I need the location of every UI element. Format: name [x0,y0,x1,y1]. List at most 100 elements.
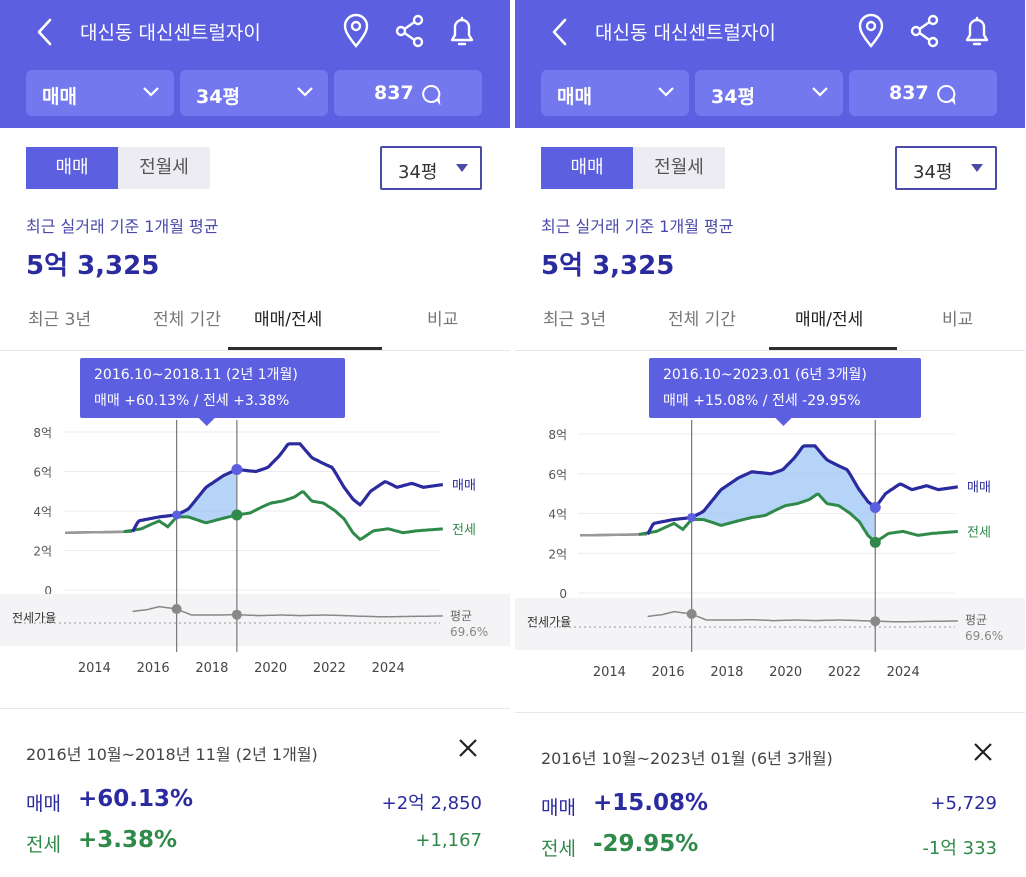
caret-down-icon [456,164,468,172]
app-header: 대신동 대신센트럴자이 매매 34평 837 [0,0,510,128]
tooltip-pointer [775,418,792,426]
tab-compare[interactable]: 비교 [427,310,459,330]
area-dropdown[interactable]: 34평 [695,70,843,116]
page-title: 대신동 대신센트럴자이 [80,22,261,44]
selection-range: 2016년 10월~2023년 01월 (6년 3개월) [541,749,833,768]
ratio-avg-value: 69.6% [450,625,488,639]
share-icon[interactable] [908,12,940,50]
ratio-start-marker [171,604,182,614]
tab-sale-jeonse[interactable]: 매매/전세 [254,310,323,330]
back-arrow-icon[interactable] [30,14,60,50]
selection-fill-area [176,469,237,523]
price-caption: 최근 실거래 기준 1개월 평균 [26,217,219,236]
jeonse-label: 전세 [541,838,576,860]
comment-count: 837 [889,82,929,104]
jeonse-end-marker [869,536,881,548]
segment-rent[interactable]: 전월세 [139,157,189,178]
jeonse-series-label: 전세 [967,525,991,540]
bell-icon[interactable] [446,12,478,50]
trade-type-dropdown[interactable]: 매매 [541,70,689,116]
segment-sale[interactable]: 매매 [541,147,633,189]
tab-compare[interactable]: 비교 [942,310,974,330]
chevron-down-icon [658,87,674,97]
share-icon[interactable] [393,12,425,50]
sale-line [131,442,444,533]
trade-type-value: 매매 [557,86,592,108]
jeonse-change-pct: -29.95% [593,831,699,857]
area-value: 34평 [196,86,240,108]
location-pin-icon[interactable] [340,12,372,50]
comment-bubble-icon [422,85,441,105]
ratio-strip [0,594,510,646]
x-tick-label: 2020 [254,661,287,676]
comments-button[interactable]: 837 [849,70,997,116]
sale-series-label: 매매 [967,481,991,496]
selection-summary: 2016년 10월~2023년 01월 (6년 3개월) 매매 +15.08% … [515,712,1025,877]
ratio-avg-label: 평균 [965,613,987,627]
sale-start-marker [687,512,697,522]
ratio-avg-value: 69.6% [965,629,1003,643]
y-tick-label: 0 [44,584,52,598]
ratio-line [132,605,443,618]
y-tick-label: 4억 [548,508,567,522]
sale-change-amount: +5,729 [930,793,997,814]
comment-bubble-icon [937,85,956,105]
x-tick-label: 2014 [593,665,626,680]
ratio-avg-label: 평균 [450,609,472,623]
segment-rent[interactable]: 전월세 [654,157,704,178]
page-title: 대신동 대신센트럴자이 [595,22,776,44]
back-arrow-icon[interactable] [545,14,575,50]
jeonse-label: 전세 [26,834,61,856]
bell-icon[interactable] [961,12,993,50]
area-value: 34평 [711,86,755,108]
y-tick-label: 6억 [548,468,567,482]
jeonse-change-amount: -1억 333 [922,838,997,859]
comment-count: 837 [374,82,414,104]
close-icon[interactable] [972,741,994,763]
area-dropdown[interactable]: 34평 [180,70,328,116]
tab-sale-jeonse[interactable]: 매매/전세 [795,310,864,330]
sale-change-pct: +15.08% [593,790,709,816]
area-select-value: 34평 [913,162,953,183]
jeonse-change-pct: +3.38% [78,827,178,853]
y-tick-label: 2억 [548,547,567,561]
x-tick-label: 2020 [769,665,802,680]
sale-end-marker [231,464,243,476]
average-price: 5억 3,325 [541,251,675,281]
trade-type-value: 매매 [42,86,77,108]
screen-left: 대신동 대신센트럴자이 매매 34평 837 매매 전월세 34평 최근 실거래… [0,0,510,877]
period-tabs: 최근 3년 전체 기간 매매/전세 비교 [0,295,510,351]
jeonse-line-early [579,533,639,537]
tooltip-box [649,358,921,418]
x-tick-label: 2022 [313,661,346,676]
chevron-down-icon [143,87,159,97]
sale-change-pct: +60.13% [78,786,194,812]
y-tick-label: 4억 [33,505,52,519]
tab-all-period[interactable]: 전체 기간 [668,310,736,330]
sale-change-amount: +2억 2,850 [381,793,482,814]
sale-series-label: 매매 [452,478,476,493]
x-tick-label: 2024 [372,661,405,676]
close-icon[interactable] [457,737,479,759]
area-select-value: 34평 [398,162,438,183]
y-tick-label: 8억 [548,428,567,442]
chevron-down-icon [297,87,313,97]
tab-recent-3y[interactable]: 최근 3년 [543,310,607,330]
area-select[interactable]: 34평 [380,146,482,190]
sale-end-marker [869,502,881,514]
comments-button[interactable]: 837 [334,70,482,116]
trade-type-dropdown[interactable]: 매매 [26,70,174,116]
active-tab-indicator [769,347,897,350]
segment-sale[interactable]: 매매 [26,147,118,189]
area-select[interactable]: 34평 [895,146,997,190]
y-tick-label: 8억 [33,426,52,440]
chevron-down-icon [812,87,828,97]
tooltip-detail: 매매 +15.08% / 전세 -29.95% [663,393,861,409]
location-pin-icon[interactable] [855,12,887,50]
tab-all-period[interactable]: 전체 기간 [153,310,221,330]
tab-recent-3y[interactable]: 최근 3년 [28,310,92,330]
ratio-end-marker [870,616,881,627]
tooltip-box [80,358,345,418]
